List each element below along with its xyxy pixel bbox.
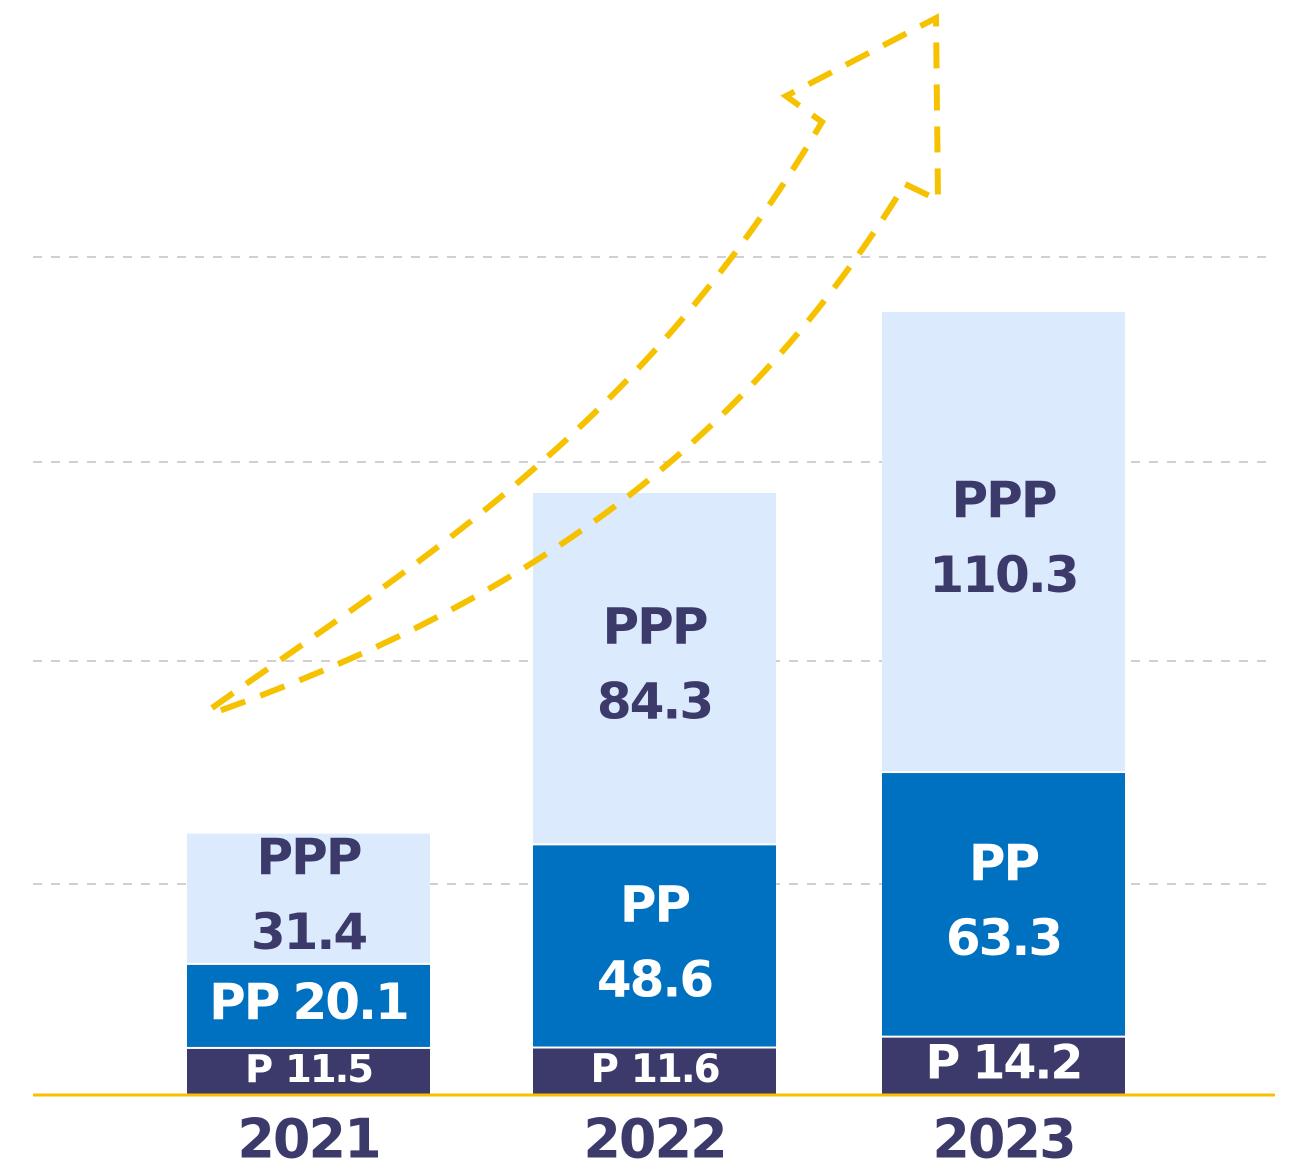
series-name: P xyxy=(590,1046,617,1091)
segment-label: PP 48.6 xyxy=(597,875,713,1008)
bar-segment xyxy=(533,1048,776,1095)
segment-label: P 14.2 xyxy=(926,1035,1082,1090)
series-name: P xyxy=(926,1035,959,1090)
segment-label: PPP 84.3 xyxy=(597,597,712,730)
segment-label: PPP 110.3 xyxy=(929,471,1077,604)
bar-segment xyxy=(533,845,776,1047)
value-label: 110.3 xyxy=(929,546,1077,604)
segment-label: P 11.5 xyxy=(245,1046,372,1091)
segment-label: PP 20.1 xyxy=(209,972,408,1030)
value-label: 31.4 xyxy=(251,902,367,960)
x-tick-label: 2022 xyxy=(583,1108,725,1170)
bar-segment xyxy=(187,1048,430,1095)
series-name: PP xyxy=(620,875,690,933)
value-label: 48.6 xyxy=(597,950,713,1008)
series-name: PPP xyxy=(603,597,707,655)
x-tick-label: 2023 xyxy=(932,1108,1074,1170)
series-name: PPP xyxy=(952,471,1056,529)
bar-segment xyxy=(533,492,776,844)
value-label: 20.1 xyxy=(292,972,407,1030)
series-name: PPP xyxy=(257,827,361,885)
value-label: 11.5 xyxy=(285,1046,372,1091)
value-label: 14.2 xyxy=(972,1035,1081,1090)
bar-segment xyxy=(187,833,430,963)
value-label: 11.6 xyxy=(631,1046,719,1091)
segment-label: PP 63.3 xyxy=(946,833,1061,966)
bar-segment xyxy=(187,964,430,1047)
segment-label: P 11.6 xyxy=(590,1046,718,1091)
series-name: PP xyxy=(969,833,1039,891)
bar-segment xyxy=(882,1037,1125,1095)
series-name: PP xyxy=(209,972,279,1030)
growth-arrow xyxy=(207,13,942,716)
value-label: 84.3 xyxy=(597,672,712,730)
value-label: 63.3 xyxy=(946,908,1061,966)
x-tick-label: 2021 xyxy=(237,1108,379,1170)
bar-segment xyxy=(882,773,1125,1036)
series-name: P xyxy=(245,1046,272,1091)
segment-label: PPP 31.4 xyxy=(251,827,367,960)
bar-segment xyxy=(882,312,1125,772)
